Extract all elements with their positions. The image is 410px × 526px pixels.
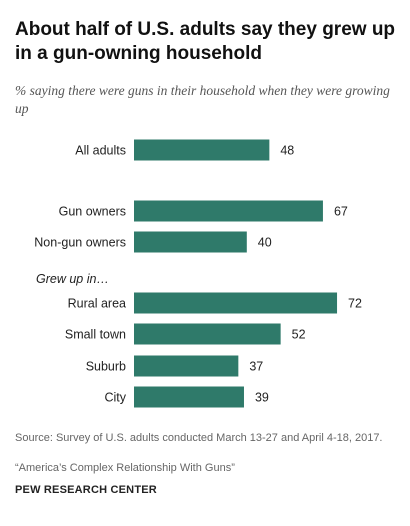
category-label-small-town: Small town: [65, 328, 126, 342]
value-label-rural-area: 72: [348, 297, 362, 311]
value-label-non-gun-owners: 40: [258, 236, 272, 250]
bar-non-gun-owners: [134, 231, 247, 253]
bar-small-town: [134, 323, 281, 345]
report-title-note: “America’s Complex Relationship With Gun…: [15, 462, 235, 474]
bar-all-adults: [134, 139, 270, 161]
value-label-all-adults: 48: [280, 144, 294, 158]
bar-gun-owners: [134, 200, 323, 222]
category-label-suburb: Suburb: [86, 360, 126, 374]
category-label-gun-owners: Gun owners: [59, 205, 126, 219]
chart-subtitle: % saying there were guns in their househ…: [15, 83, 390, 116]
category-label-city: City: [104, 391, 126, 405]
bar-rural-area: [134, 292, 338, 314]
category-label-all-adults: All adults: [75, 144, 126, 158]
category-label-rural-area: Rural area: [68, 297, 126, 311]
group-label-grew-up-in: Grew up in…: [36, 272, 109, 286]
chart-title: About half of U.S. adults say they grew …: [15, 19, 396, 64]
bar-chart: All adults 48 Gun owners 67 Non-gun owners 40…: [34, 139, 362, 408]
value-label-suburb: 37: [249, 360, 263, 374]
value-label-city: 39: [255, 391, 269, 405]
source-note: Source: Survey of U.S. adults conducted …: [15, 432, 383, 444]
value-label-gun-owners: 67: [334, 205, 348, 219]
pew-credit: PEW RESEARCH CENTER: [15, 484, 157, 496]
value-label-small-town: 52: [292, 328, 306, 342]
bar-suburb: [134, 355, 239, 377]
bar-city: [134, 386, 244, 408]
category-label-non-gun-owners: Non-gun owners: [34, 236, 126, 250]
